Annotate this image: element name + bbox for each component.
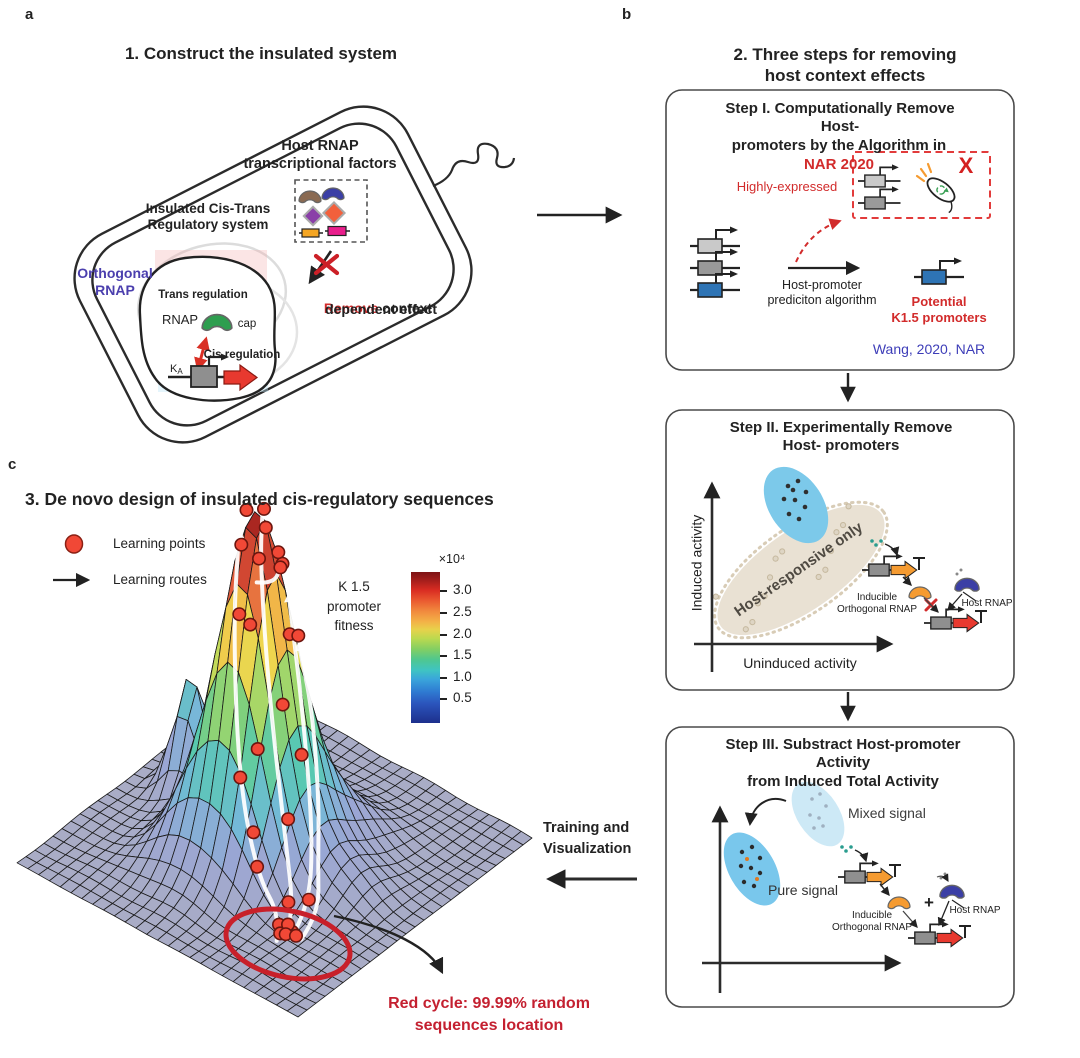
flagellum-icon [432,142,516,188]
panel-a-graphics [73,105,623,444]
colorbar-tick-label: 2.5 [453,604,472,619]
surface-annotations [223,906,444,982]
cluster-dots [781,478,809,522]
terminator-icon [913,557,925,570]
colorbar-tick-label: 1.0 [453,668,472,684]
promoter-construct [168,353,259,392]
mixed-dots [808,792,828,830]
insulated-system-label: Insulated Cis-Trans Regulatory system [145,201,271,233]
step1-box [665,89,1015,371]
colorbar-tick-label: 3.0 [453,582,472,598]
random-sequences-annotation: Red cycle: 99.99% random sequences locat… [388,995,590,1035]
mixed-signal-label: Mixed signal [848,805,926,821]
step2-graphics [694,466,987,672]
cap-label: cap [237,318,257,330]
colorbar-tick-label: 1.5 [453,647,472,663]
step1-title-line1: Step I. Computationally Remove Host- [725,100,955,136]
inducible-construct [861,539,987,633]
pure-dots [738,844,763,889]
panel-a-label: a [25,6,34,23]
pure-signal-label: Pure signal [768,882,839,898]
panel-b-graphics [546,89,1015,1008]
panel-a-title: 1. Construct the insulated system [124,44,398,63]
colorbar-tick-label: 2.0 [453,625,472,641]
cassette-icon [301,228,320,238]
colorbar-tick-mark [440,590,447,593]
colorbar-tick-mark [440,676,447,679]
bacterium-icon [926,177,956,214]
step3-host-rnap-label: Host RNAP [949,905,1001,916]
algorithm-label: Host-promoter prediciton algorithm [767,278,877,308]
colorbar [411,572,440,723]
step2-x-axis-label: Uninduced activity [743,655,857,671]
rnap-label: RNAP [161,312,199,327]
orthogonal-rnap-label: Orthogonal RNAP [77,265,153,299]
legend-points-label: Learning points [113,536,206,551]
colorbar-tick-mark [440,698,447,701]
remove-context-label2: dependent effect [324,301,438,317]
fitness-surface [16,511,533,1018]
tf-diamond-icon [302,205,324,227]
learning-routes-and-points [232,500,321,943]
trans-regulation-label: Trans regulation [158,289,248,301]
subtract-arrow [744,798,787,826]
legend-point-icon [64,534,84,554]
host-responsive-dots [712,503,852,633]
highly-expressed-arrow [795,218,842,263]
context-arrow [308,250,333,285]
step2-title: Step II. Experimentally Remove Host- pro… [729,419,953,455]
panel-b-label: b [622,6,632,23]
terminator-icon [975,610,987,623]
lysis-rays-icon [915,162,933,183]
random-sequences-circle [223,906,353,982]
panel-c-graphics [16,500,533,1018]
colorbar-tick-mark [440,633,447,636]
citation-label: Wang, 2020, NAR [872,341,986,357]
host-tf-box [294,179,368,243]
step3-inducible-label: Inducible Orthogonal RNAP [831,910,913,934]
cis-regulation-label: Cis regulation [203,349,281,361]
colorbar-tick-mark [440,612,447,614]
step2-inducible-label: Inducible Orthogonal RNAP [836,592,918,616]
colorbar-exponent: ×10⁴ [438,552,466,566]
potential-promoters-label: Potential K1.5 promoters [891,294,987,325]
panel-c-title: 3. De novo design of insulated cis-regul… [25,489,494,509]
remove-context-label: Remove context [323,300,433,317]
plus-sign: + [924,893,934,912]
colorbar-tick-label: 0.5 [453,690,472,706]
inducible-construct [837,845,971,948]
host-tf-label: Host RNAP transcriptional factors [243,138,397,172]
remove-x-icon [313,253,340,276]
step2-host-rnap-label: Host RNAP [961,598,1013,609]
cis-trans-coupling-arrow [194,336,210,372]
step3-graphics [702,781,971,993]
annotation-arrow [333,914,444,975]
terminator-icon [889,864,901,877]
tf-diamond-icon [321,200,347,226]
colorbar-tick-mark [440,655,447,658]
removed-x-mark: X [958,153,974,178]
legend-routes-label: Learning routes [113,572,207,587]
highly-expressed-label: Highly-expressed [736,179,838,194]
training-label: Training and Visualization [543,820,632,858]
reporter-gene-arrow [223,363,259,392]
removed-promoters-box [852,151,991,219]
terminator-icon [959,925,971,938]
induced-cluster [763,466,829,544]
step3-title: Step III. Substract Host-promoter Activi… [725,736,961,790]
step2-y-axis-label: Induced activity [688,514,705,612]
cassette-icon [327,225,347,237]
panel-c-label: c [8,456,17,473]
step1-title-line2: promoters by the Algorithm in NAR 2020 [731,137,947,173]
mixed-signal-cluster [791,781,845,847]
colorbar-title: K 1.5 promoter fitness [326,579,382,634]
panel-b-title: 2. Three steps for removing host context… [733,45,957,85]
ka-label: KA [170,363,183,377]
step1-graphics [688,151,991,299]
